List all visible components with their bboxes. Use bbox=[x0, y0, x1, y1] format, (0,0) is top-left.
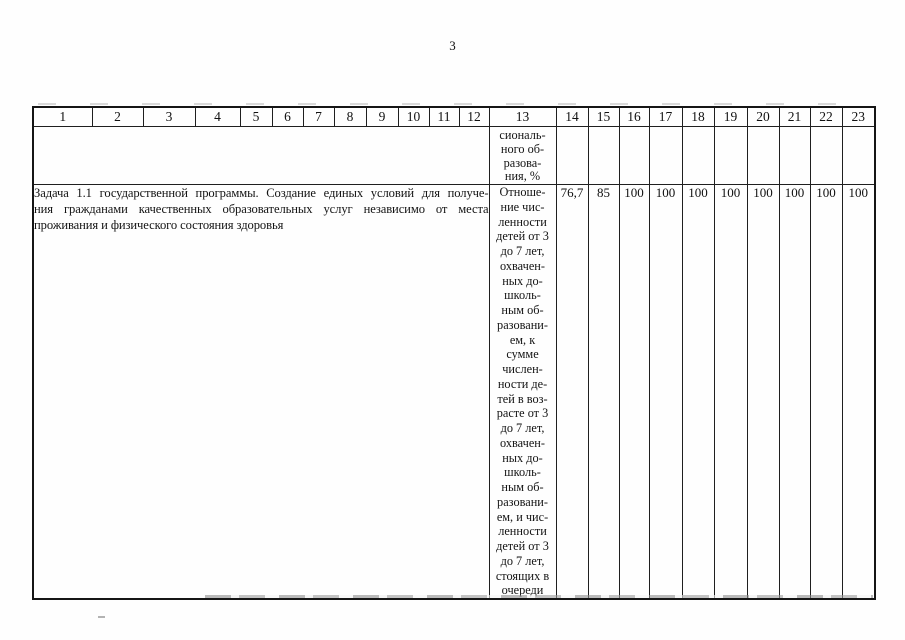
value-cell bbox=[841, 125, 876, 186]
table-row-continuation: сиональ- ного об- разова- ния, % bbox=[32, 125, 876, 186]
header-cell: 13 bbox=[488, 106, 557, 127]
page-number: 3 bbox=[449, 38, 456, 53]
value-cell: 100 bbox=[746, 184, 780, 600]
header-cell: 12 bbox=[458, 106, 490, 127]
value-cell: 85 bbox=[587, 184, 620, 600]
header-cell: 19 bbox=[713, 106, 748, 127]
value-cell bbox=[648, 125, 683, 186]
header-cell: 7 bbox=[302, 106, 335, 127]
value-cell bbox=[713, 125, 748, 186]
header-cell: 15 bbox=[587, 106, 620, 127]
table-header-row: 1 2 3 4 5 6 7 8 9 10 11 12 13 14 15 16 1… bbox=[32, 106, 876, 127]
table-row-task-1-1: Задача 1.1 государственной программы. Со… bbox=[32, 184, 876, 600]
header-cell: 22 bbox=[809, 106, 843, 127]
value-cell bbox=[618, 125, 650, 186]
task-text-line: проживания и физического состояния здоро… bbox=[34, 218, 284, 233]
task-description-cell: Задача 1.1 государственной программы. Со… bbox=[32, 184, 490, 600]
indicator-name-cell: сиональ- ного об- разова- ния, % bbox=[488, 125, 557, 186]
header-cell: 11 bbox=[428, 106, 460, 127]
value-cell bbox=[681, 125, 715, 186]
header-cell: 18 bbox=[681, 106, 715, 127]
header-cell: 17 bbox=[648, 106, 683, 127]
value-cell: 100 bbox=[713, 184, 748, 600]
value-cell: 100 bbox=[778, 184, 811, 600]
header-cell: 1 bbox=[32, 106, 93, 127]
header-cell: 21 bbox=[778, 106, 811, 127]
task-text-line: ния гражданами качественных образователь… bbox=[34, 202, 489, 217]
header-cell: 6 bbox=[271, 106, 304, 127]
header-cell: 2 bbox=[91, 106, 144, 127]
header-cell: 4 bbox=[194, 106, 241, 127]
task-text-line: Задача 1.1 государственной программы. Со… bbox=[34, 186, 489, 201]
value-cell bbox=[778, 125, 811, 186]
value-cell bbox=[746, 125, 780, 186]
header-cell: 9 bbox=[365, 106, 399, 127]
continuation-left-cell bbox=[32, 125, 490, 186]
value-cell bbox=[555, 125, 589, 186]
scan-artifact bbox=[98, 616, 105, 618]
header-cell: 10 bbox=[397, 106, 430, 127]
indicator-name-cell: Отноше- ние чис- ленности детей от 3 до … bbox=[488, 184, 557, 600]
header-cell: 8 bbox=[333, 106, 367, 127]
program-indicators-table: 1 2 3 4 5 6 7 8 9 10 11 12 13 14 15 16 1… bbox=[32, 106, 876, 601]
value-cell bbox=[809, 125, 843, 186]
header-cell: 23 bbox=[841, 106, 876, 127]
scan-artifact bbox=[38, 103, 854, 105]
header-cell: 20 bbox=[746, 106, 780, 127]
value-cell: 76,7 bbox=[555, 184, 589, 600]
header-cell: 5 bbox=[239, 106, 273, 127]
value-cell: 100 bbox=[809, 184, 843, 600]
value-cell: 100 bbox=[618, 184, 650, 600]
value-cell: 100 bbox=[841, 184, 876, 600]
header-cell: 16 bbox=[618, 106, 650, 127]
value-cell bbox=[587, 125, 620, 186]
header-cell: 3 bbox=[142, 106, 196, 127]
scan-artifact bbox=[205, 595, 873, 598]
value-cell: 100 bbox=[681, 184, 715, 600]
header-cell: 14 bbox=[555, 106, 589, 127]
value-cell: 100 bbox=[648, 184, 683, 600]
